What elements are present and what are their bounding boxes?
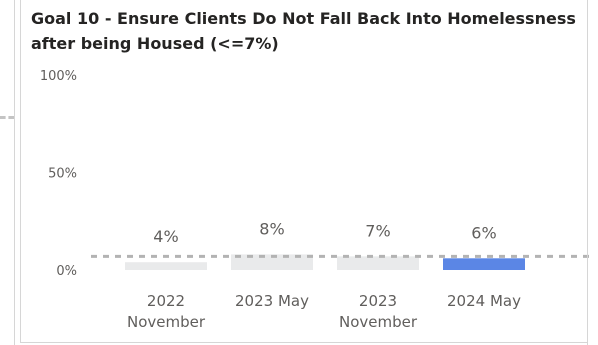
y-tick-label: 0% [56, 264, 77, 279]
bars [125, 254, 525, 270]
x-tick-label: 2023 November [339, 292, 418, 331]
y-tick-label: 50% [48, 167, 77, 182]
x-tick-label: 2022 November [127, 292, 206, 331]
left-panel-target-line [0, 116, 14, 119]
left-panel-edge [0, 0, 15, 345]
chart-card: Goal 10 - Ensure Clients Do Not Fall Bac… [20, 0, 589, 343]
x-tick-label: 2023 May [235, 292, 309, 310]
bar[interactable] [443, 258, 525, 270]
x-axis: 2022 November 2023 May 2023 November 2024 May [127, 292, 521, 331]
data-label: 6% [471, 223, 496, 242]
bar[interactable] [231, 254, 313, 270]
data-label: 8% [259, 219, 284, 238]
right-panel-edge [587, 0, 598, 345]
bar[interactable] [125, 262, 207, 270]
y-tick-label: 100% [40, 69, 77, 84]
chart-title: Goal 10 - Ensure Clients Do Not Fall Bac… [31, 9, 576, 53]
bar[interactable] [337, 256, 419, 270]
x-tick-label: 2024 May [447, 292, 521, 310]
data-labels: 4% 8% 7% 6% [153, 219, 496, 246]
data-label: 7% [365, 221, 390, 240]
data-label: 4% [153, 227, 178, 246]
y-axis: 0% 50% 100% [40, 69, 77, 279]
